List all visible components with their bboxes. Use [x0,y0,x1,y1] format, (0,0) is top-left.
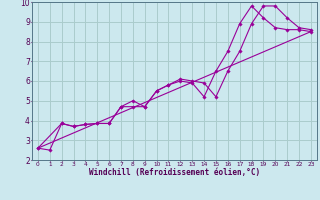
X-axis label: Windchill (Refroidissement éolien,°C): Windchill (Refroidissement éolien,°C) [89,168,260,177]
